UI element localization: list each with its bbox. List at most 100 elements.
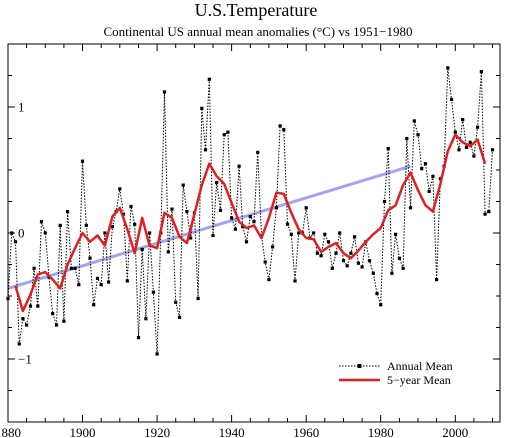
legend-annual-marker xyxy=(357,364,362,368)
annual-mean-point xyxy=(461,118,465,122)
x-tick-label: 1880 xyxy=(0,425,21,438)
annual-mean-point xyxy=(319,254,323,258)
x-tick-label: 1980 xyxy=(368,425,394,438)
annual-mean-point xyxy=(162,90,167,94)
annual-mean-point xyxy=(200,106,204,110)
annual-mean-point xyxy=(405,136,409,141)
annual-mean-point xyxy=(25,323,29,327)
annual-mean-point xyxy=(315,251,319,255)
annual-mean-point xyxy=(233,227,237,231)
annual-mean-point xyxy=(312,231,316,235)
annual-mean-point xyxy=(196,296,200,301)
annual-mean-point xyxy=(211,233,215,238)
annual-mean-point xyxy=(479,70,483,74)
annual-mean-point xyxy=(230,216,234,220)
y-tick-label: 1 xyxy=(18,100,25,115)
annual-mean-point xyxy=(136,336,141,340)
annual-mean-point xyxy=(379,303,383,307)
annual-mean-point xyxy=(189,236,193,240)
annual-mean-point xyxy=(166,250,170,254)
annual-mean-point xyxy=(43,231,47,235)
annual-mean-point xyxy=(274,206,278,210)
annual-mean-point xyxy=(110,225,114,229)
annual-mean-point xyxy=(51,312,55,316)
annual-mean-point xyxy=(62,319,66,323)
annual-mean-point xyxy=(21,317,25,321)
chart-subtitle: Continental US annual mean anomalies (°C… xyxy=(104,24,413,39)
annual-mean-point xyxy=(289,232,293,236)
legend: Annual Mean 5−year Mean xyxy=(339,359,453,387)
annual-mean-point xyxy=(95,276,100,280)
annual-mean-point xyxy=(151,290,155,294)
annual-mean-point xyxy=(32,266,36,270)
annual-mean-point xyxy=(144,317,148,321)
annual-mean-point xyxy=(338,231,342,235)
annual-mean-point xyxy=(92,303,96,307)
annual-mean-point xyxy=(99,283,103,287)
annual-mean-point xyxy=(371,271,375,275)
annual-mean-point xyxy=(69,266,73,270)
annual-mean-point xyxy=(271,245,275,249)
annual-mean-point xyxy=(66,210,70,214)
annual-mean-point xyxy=(17,342,21,346)
annual-mean-point xyxy=(334,251,338,255)
annual-mean-point xyxy=(349,251,353,255)
annual-mean-point xyxy=(390,271,394,275)
annual-mean-point xyxy=(252,220,256,224)
annual-mean-point xyxy=(88,256,92,260)
legend-five-year-label: 5−year Mean xyxy=(387,373,451,387)
annual-mean-point xyxy=(464,145,469,149)
chart-title: U.S.Temperature xyxy=(195,0,318,20)
annual-mean-point xyxy=(367,259,372,263)
annual-mean-point xyxy=(330,266,334,270)
annual-mean-point xyxy=(39,220,44,224)
annual-mean-point xyxy=(416,133,420,137)
annual-mean-point xyxy=(256,150,260,154)
annual-mean-point xyxy=(58,223,62,227)
annual-mean-point xyxy=(487,210,491,214)
x-tick-label: 1920 xyxy=(144,425,170,438)
annual-mean-point xyxy=(435,278,439,282)
annual-mean-point xyxy=(278,124,282,128)
annual-mean-point xyxy=(185,210,189,214)
trend-line xyxy=(7,164,411,290)
annual-mean-point xyxy=(215,181,219,185)
annual-mean-point xyxy=(181,183,185,187)
annual-mean-point xyxy=(453,130,457,134)
annual-mean-point xyxy=(28,304,32,308)
annual-mean-point xyxy=(54,323,59,327)
y-tick-label: −1 xyxy=(18,352,32,367)
annual-mean-point xyxy=(457,148,461,152)
annual-mean-point xyxy=(360,265,364,269)
annual-mean-point xyxy=(241,225,245,229)
axes: 1880 1900 1920 1940 1960 1980 2000 −1 0 1 xyxy=(0,43,501,438)
annual-mean-point xyxy=(267,278,271,282)
annual-mean-point xyxy=(341,259,346,263)
annual-mean-point xyxy=(490,148,495,152)
annual-mean-point xyxy=(155,352,159,356)
annual-mean-point xyxy=(412,119,416,123)
x-tick-label: 1900 xyxy=(70,425,96,438)
annual-mean-point xyxy=(177,315,182,319)
annual-mean-point xyxy=(375,291,379,296)
x-tick-label: 1960 xyxy=(293,425,319,438)
legend-item-five-year: 5−year Mean xyxy=(339,373,451,387)
annual-mean-line xyxy=(7,67,493,355)
annual-mean-point xyxy=(263,260,267,264)
x-tick-label: 2000 xyxy=(442,425,468,438)
annual-mean-point xyxy=(323,232,327,236)
annual-mean-point xyxy=(304,206,308,210)
annual-mean-point xyxy=(446,66,450,70)
annual-mean-point xyxy=(282,128,286,132)
annual-mean-point xyxy=(203,148,208,152)
annual-mean-point xyxy=(483,212,487,216)
x-tick-label: 1940 xyxy=(219,425,245,438)
annual-mean-point xyxy=(356,261,360,265)
y-tick-label: 0 xyxy=(18,226,25,241)
annual-mean-point xyxy=(401,266,405,270)
annual-mean-point xyxy=(397,256,401,260)
annual-mean-point xyxy=(140,247,144,251)
annual-mean-point xyxy=(345,264,349,268)
legend-item-annual: Annual Mean xyxy=(339,359,453,373)
